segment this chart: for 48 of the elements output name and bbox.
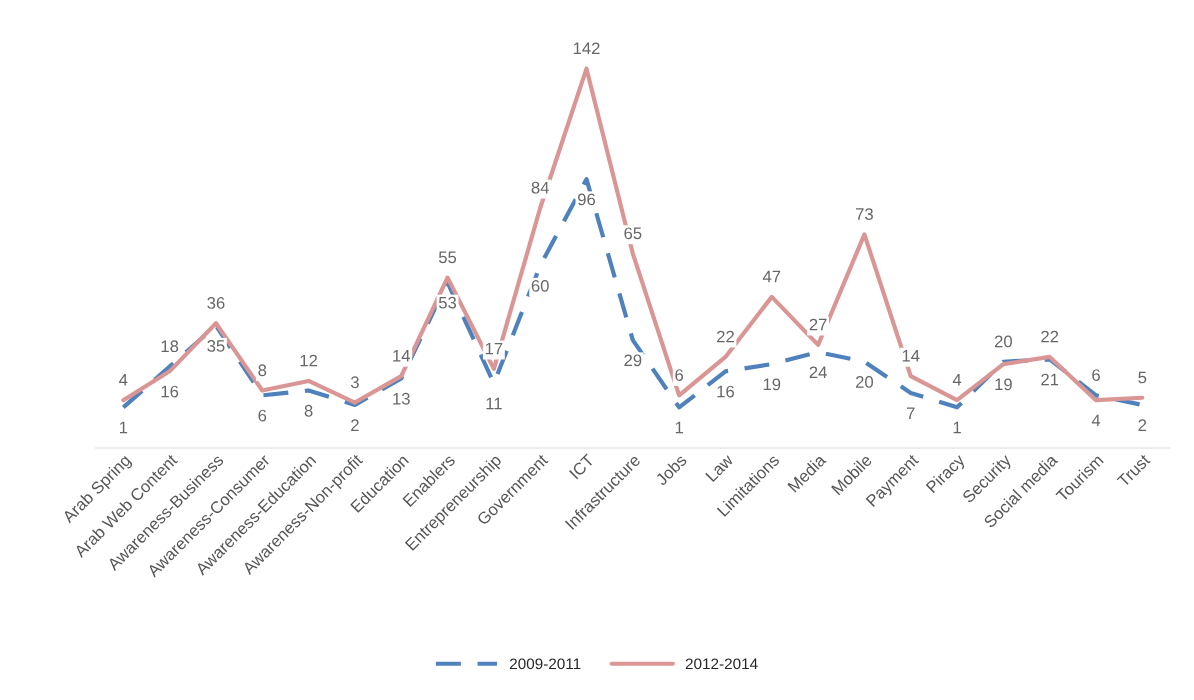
data-label: 96 <box>578 193 596 206</box>
data-label: 16 <box>161 385 179 398</box>
data-label: 65 <box>624 227 642 240</box>
data-label: 6 <box>675 369 684 381</box>
data-label: 19 <box>995 378 1012 391</box>
data-label: 55 <box>438 251 457 264</box>
legend-label: 2012-2014 <box>685 658 758 670</box>
data-label: 84 <box>531 181 549 194</box>
data-label: 6 <box>258 409 267 422</box>
data-label: 73 <box>856 208 873 220</box>
data-label: 35 <box>207 340 225 352</box>
data-label: 4 <box>1091 414 1101 427</box>
data-label: 16 <box>717 385 734 398</box>
data-label: 20 <box>855 376 874 388</box>
data-label: 7 <box>906 407 915 419</box>
data-label: 27 <box>809 318 827 331</box>
data-label: 2 <box>351 419 359 431</box>
data-label: 1 <box>119 421 128 434</box>
data-label: 4 <box>952 374 962 386</box>
data-label: 60 <box>531 279 549 292</box>
data-label: 47 <box>762 270 781 283</box>
legend-label: 2009-2011 <box>510 658 581 670</box>
data-label: 24 <box>809 366 827 379</box>
data-label: 11 <box>486 397 502 410</box>
data-label: 13 <box>393 392 410 405</box>
data-label: 8 <box>304 404 313 417</box>
data-label: 21 <box>1041 373 1059 386</box>
data-label: 20 <box>994 335 1012 348</box>
data-label: 3 <box>350 376 359 389</box>
data-label: 6 <box>1092 369 1100 381</box>
data-label: 22 <box>1041 330 1059 343</box>
data-label: 29 <box>624 354 642 367</box>
data-label: 18 <box>161 340 179 353</box>
data-label: 1 <box>953 421 961 434</box>
data-label: 12 <box>300 354 318 367</box>
data-label: 142 <box>573 42 600 55</box>
data-label: 5 <box>1138 371 1147 384</box>
data-label: 19 <box>763 378 781 391</box>
data-label: 14 <box>393 350 411 362</box>
data-label: 2 <box>1138 419 1147 431</box>
data-label: 36 <box>207 297 225 309</box>
data-label: 22 <box>717 330 734 343</box>
data-label: 14 <box>902 350 920 362</box>
data-label: 17 <box>485 342 503 355</box>
data-label: 1 <box>675 421 683 434</box>
data-label: 8 <box>258 364 267 377</box>
data-label: 4 <box>119 374 128 386</box>
data-label: 53 <box>438 296 457 309</box>
